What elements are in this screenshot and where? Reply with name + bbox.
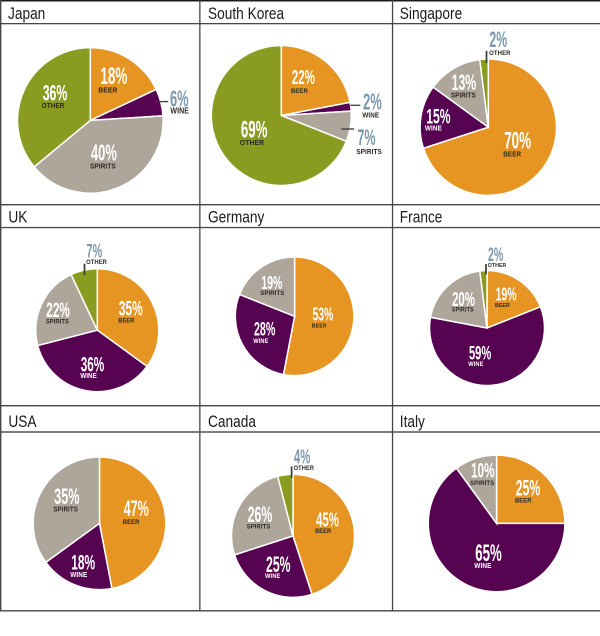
svg-text:15%: 15% xyxy=(426,104,451,129)
svg-text:28%: 28% xyxy=(254,319,275,340)
svg-text:OTHER: OTHER xyxy=(488,263,507,269)
svg-text:40%: 40% xyxy=(91,140,117,166)
svg-text:26%: 26% xyxy=(248,502,273,527)
svg-text:BEER: BEER xyxy=(315,529,332,535)
svg-text:SPIRITS: SPIRITS xyxy=(53,506,78,513)
svg-text:Canada: Canada xyxy=(208,413,256,431)
svg-text:USA: USA xyxy=(8,413,37,431)
svg-text:BEER: BEER xyxy=(312,323,327,329)
svg-text:SPIRITS: SPIRITS xyxy=(260,290,284,297)
svg-text:45%: 45% xyxy=(316,508,339,531)
svg-text:70%: 70% xyxy=(504,127,531,154)
svg-text:WINE: WINE xyxy=(265,573,280,580)
svg-text:53%: 53% xyxy=(313,304,334,325)
svg-text:7%: 7% xyxy=(86,241,102,262)
svg-text:22%: 22% xyxy=(292,65,315,88)
svg-text:22%: 22% xyxy=(46,298,70,321)
svg-text:OTHER: OTHER xyxy=(86,259,107,266)
svg-text:10%: 10% xyxy=(471,459,495,482)
svg-text:WINE: WINE xyxy=(170,106,189,115)
svg-text:35%: 35% xyxy=(119,296,143,321)
svg-text:13%: 13% xyxy=(452,70,477,95)
svg-text:36%: 36% xyxy=(43,81,68,106)
svg-text:OTHER: OTHER xyxy=(489,50,511,57)
svg-text:UK: UK xyxy=(8,208,27,226)
svg-text:SPIRITS: SPIRITS xyxy=(470,480,495,487)
svg-text:69%: 69% xyxy=(241,118,268,144)
svg-text:SPIRITS: SPIRITS xyxy=(46,318,69,325)
svg-text:BEER: BEER xyxy=(123,519,140,526)
svg-text:WINE: WINE xyxy=(80,373,97,380)
svg-text:OTHER: OTHER xyxy=(42,103,65,110)
svg-text:Japan: Japan xyxy=(8,5,45,23)
svg-text:6%: 6% xyxy=(170,85,189,111)
svg-text:19%: 19% xyxy=(261,273,282,294)
svg-text:2%: 2% xyxy=(363,90,382,116)
svg-text:SPIRITS: SPIRITS xyxy=(90,163,116,170)
svg-text:65%: 65% xyxy=(475,541,501,567)
svg-text:20%: 20% xyxy=(452,289,475,311)
svg-text:WINE: WINE xyxy=(70,572,87,579)
svg-text:18%: 18% xyxy=(71,550,95,575)
svg-text:BEER: BEER xyxy=(515,497,532,504)
svg-text:36%: 36% xyxy=(81,353,105,376)
svg-text:WINE: WINE xyxy=(468,362,483,368)
svg-text:WINE: WINE xyxy=(425,125,442,132)
svg-text:25%: 25% xyxy=(266,552,291,577)
svg-text:Italy: Italy xyxy=(400,413,425,431)
svg-text:Germany: Germany xyxy=(208,208,265,226)
svg-text:25%: 25% xyxy=(516,476,541,501)
svg-text:SPIRITS: SPIRITS xyxy=(452,307,474,313)
svg-text:WINE: WINE xyxy=(253,339,268,345)
svg-text:WINE: WINE xyxy=(362,112,379,119)
svg-text:South Korea: South Korea xyxy=(208,5,285,23)
svg-text:SPIRITS: SPIRITS xyxy=(356,149,382,156)
svg-text:France: France xyxy=(400,208,443,226)
svg-text:WINE: WINE xyxy=(474,563,491,570)
svg-text:59%: 59% xyxy=(469,342,491,364)
svg-text:19%: 19% xyxy=(496,285,517,306)
svg-text:SPIRITS: SPIRITS xyxy=(247,523,271,530)
svg-text:Singapore: Singapore xyxy=(400,5,462,23)
svg-text:4%: 4% xyxy=(294,445,311,468)
svg-text:BEER: BEER xyxy=(291,88,308,95)
svg-text:BEER: BEER xyxy=(118,318,135,324)
svg-text:BEER: BEER xyxy=(98,86,117,94)
svg-text:2%: 2% xyxy=(489,27,507,52)
svg-text:35%: 35% xyxy=(54,483,79,509)
svg-text:47%: 47% xyxy=(124,496,149,521)
svg-text:18%: 18% xyxy=(100,63,127,90)
svg-text:SPIRITS: SPIRITS xyxy=(451,92,477,99)
svg-text:BEER: BEER xyxy=(503,151,521,158)
svg-text:OTHER: OTHER xyxy=(294,465,315,472)
svg-text:7%: 7% xyxy=(357,124,375,150)
svg-text:BEER: BEER xyxy=(495,303,510,309)
svg-text:2%: 2% xyxy=(488,245,504,266)
svg-text:OTHER: OTHER xyxy=(240,137,265,146)
